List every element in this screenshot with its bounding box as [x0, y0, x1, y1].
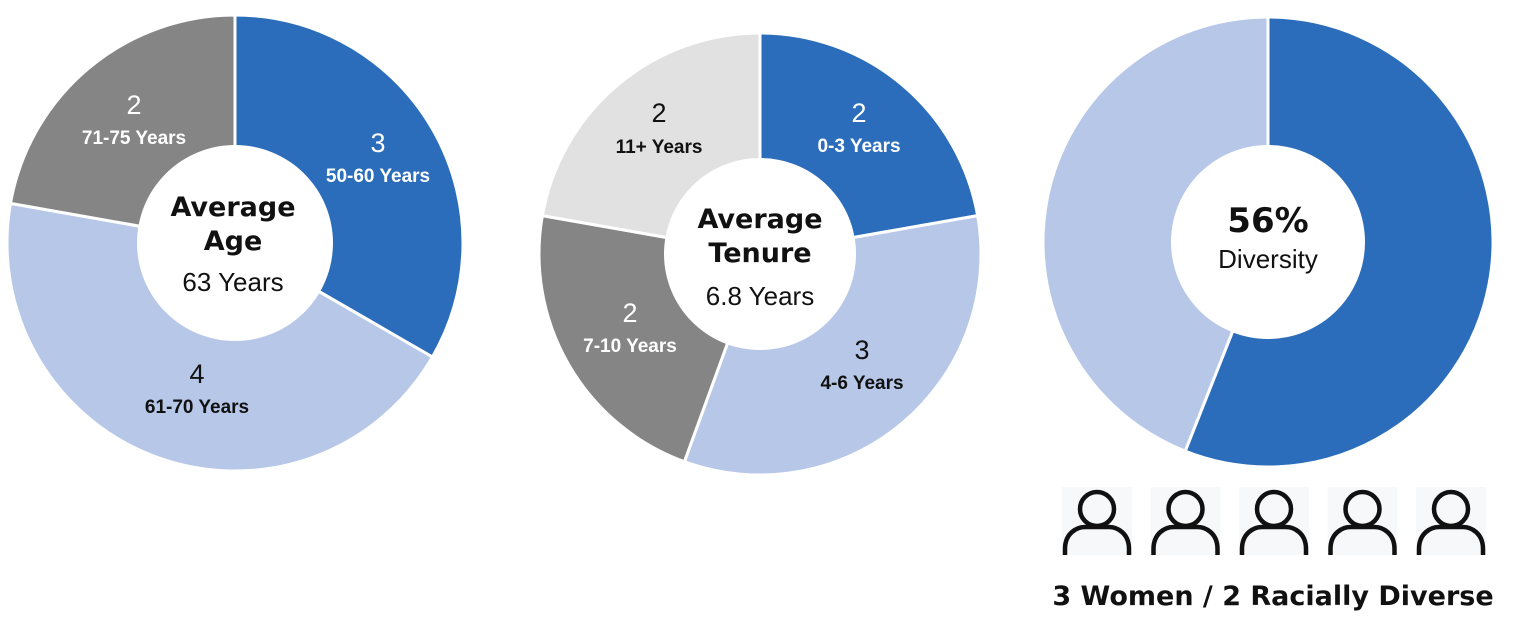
slice-value-label: 3 — [370, 128, 385, 158]
slice-category-label: 50-60 Years — [326, 166, 430, 187]
center-value: Diversity — [1218, 244, 1318, 274]
slice-category-label: 61-70 Years — [145, 397, 249, 418]
center-title: 56% — [1227, 201, 1308, 241]
center-title: Age — [204, 226, 263, 257]
age-donut-chart: 3 50-60 Years 4 61-70 Years 2 71-75 Years Aver… — [5, 13, 465, 473]
donut-hole — [137, 145, 333, 341]
center-value: 6.8 Years — [706, 281, 814, 311]
people-icons-row — [1062, 487, 1486, 555]
slice-value-label: 2 — [622, 298, 637, 328]
slice-category-label: 71-75 Years — [82, 128, 186, 149]
slice-value-label: 2 — [126, 90, 141, 120]
people-caption: 3 Women / 2 Racially Diverse — [1052, 581, 1493, 612]
slice-category-label: 4-6 Years — [820, 373, 903, 394]
slice-value-label: 2 — [651, 98, 666, 128]
person-outline-icon — [1327, 487, 1398, 555]
person-outline-icon — [1416, 487, 1486, 555]
person-outline-icon — [1150, 487, 1221, 555]
person-outline-icon — [1239, 487, 1309, 555]
person-outline-icon — [1062, 487, 1132, 555]
slice-category-label: 7-10 Years — [583, 336, 677, 357]
slice-value-label: 2 — [851, 98, 866, 128]
slice-value-label: 4 — [189, 359, 204, 389]
center-title: Average — [170, 192, 295, 223]
center-title: Tenure — [708, 238, 811, 269]
slice-value-label: 3 — [854, 335, 869, 365]
center-title: Average — [697, 204, 822, 235]
diversity-donut-chart: 56%Diversity — [1041, 15, 1495, 469]
tenure-donut-chart: 2 0-3 Years 3 4-6 Years 2 7-10 Years 2 11+ Year… — [537, 31, 983, 477]
center-value: 63 Years — [182, 267, 283, 297]
donut-hole — [1171, 145, 1365, 339]
slice-category-label: 11+ Years — [616, 137, 703, 158]
donut-hole — [664, 158, 856, 350]
donut-slice — [1041, 15, 1270, 454]
slice-category-label: 0-3 Years — [817, 136, 900, 157]
